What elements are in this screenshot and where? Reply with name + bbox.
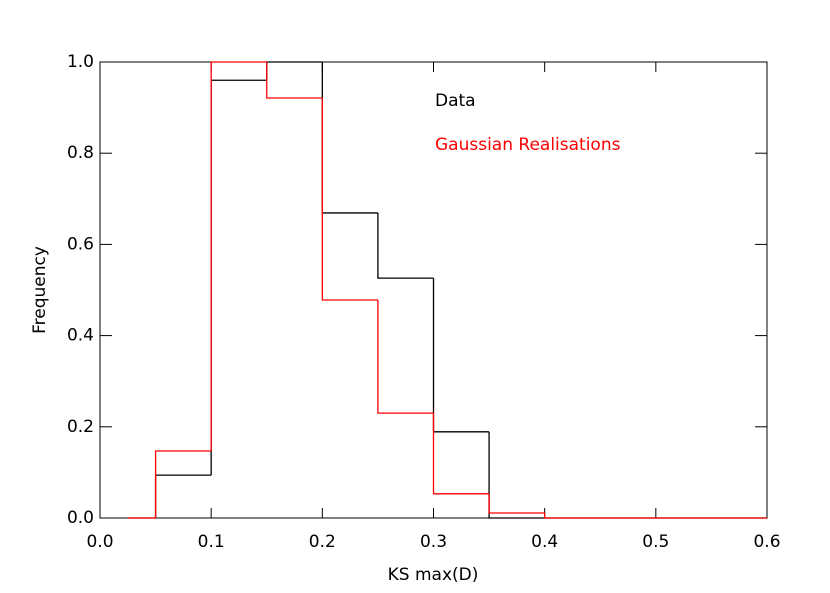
y-axis-label: Frequency <box>30 246 50 334</box>
x-tick-label: 0.0 <box>86 532 113 552</box>
histogram-step <box>321 98 378 301</box>
histogram-step <box>154 474 212 518</box>
x-tick-label: 0.5 <box>642 532 669 552</box>
x-tick-label: 0.1 <box>198 532 225 552</box>
histogram-step <box>266 61 323 81</box>
histogram-step <box>266 62 323 99</box>
legend-label: Gaussian Realisations <box>435 135 621 155</box>
histogram-step <box>432 278 490 433</box>
histogram-step <box>488 431 545 519</box>
x-tick-label: 0.3 <box>420 532 447 552</box>
y-tick-label: 0.6 <box>67 234 94 254</box>
histogram-step <box>488 493 545 514</box>
histogram-step <box>321 62 378 214</box>
histogram-step <box>210 61 267 451</box>
x-axis-label: KS max(D) <box>388 565 479 585</box>
histogram-step <box>377 300 434 414</box>
y-tick-label: 0.8 <box>67 143 94 163</box>
x-tick-label: 0.4 <box>531 532 558 552</box>
legend-label: Data <box>435 91 476 111</box>
histogram-step <box>432 413 490 495</box>
y-tick-label: 0.2 <box>67 417 94 437</box>
histogram-step <box>377 212 434 279</box>
x-tick-label: 0.6 <box>753 532 780 552</box>
histogram-step <box>544 512 601 519</box>
x-tick-label: 0.2 <box>309 532 336 552</box>
y-tick-label: 1.0 <box>67 52 94 72</box>
y-tick-label: 0.0 <box>67 508 94 528</box>
histogram-step <box>154 450 212 518</box>
histogram-step <box>210 79 267 476</box>
y-tick-label: 0.4 <box>67 326 94 346</box>
